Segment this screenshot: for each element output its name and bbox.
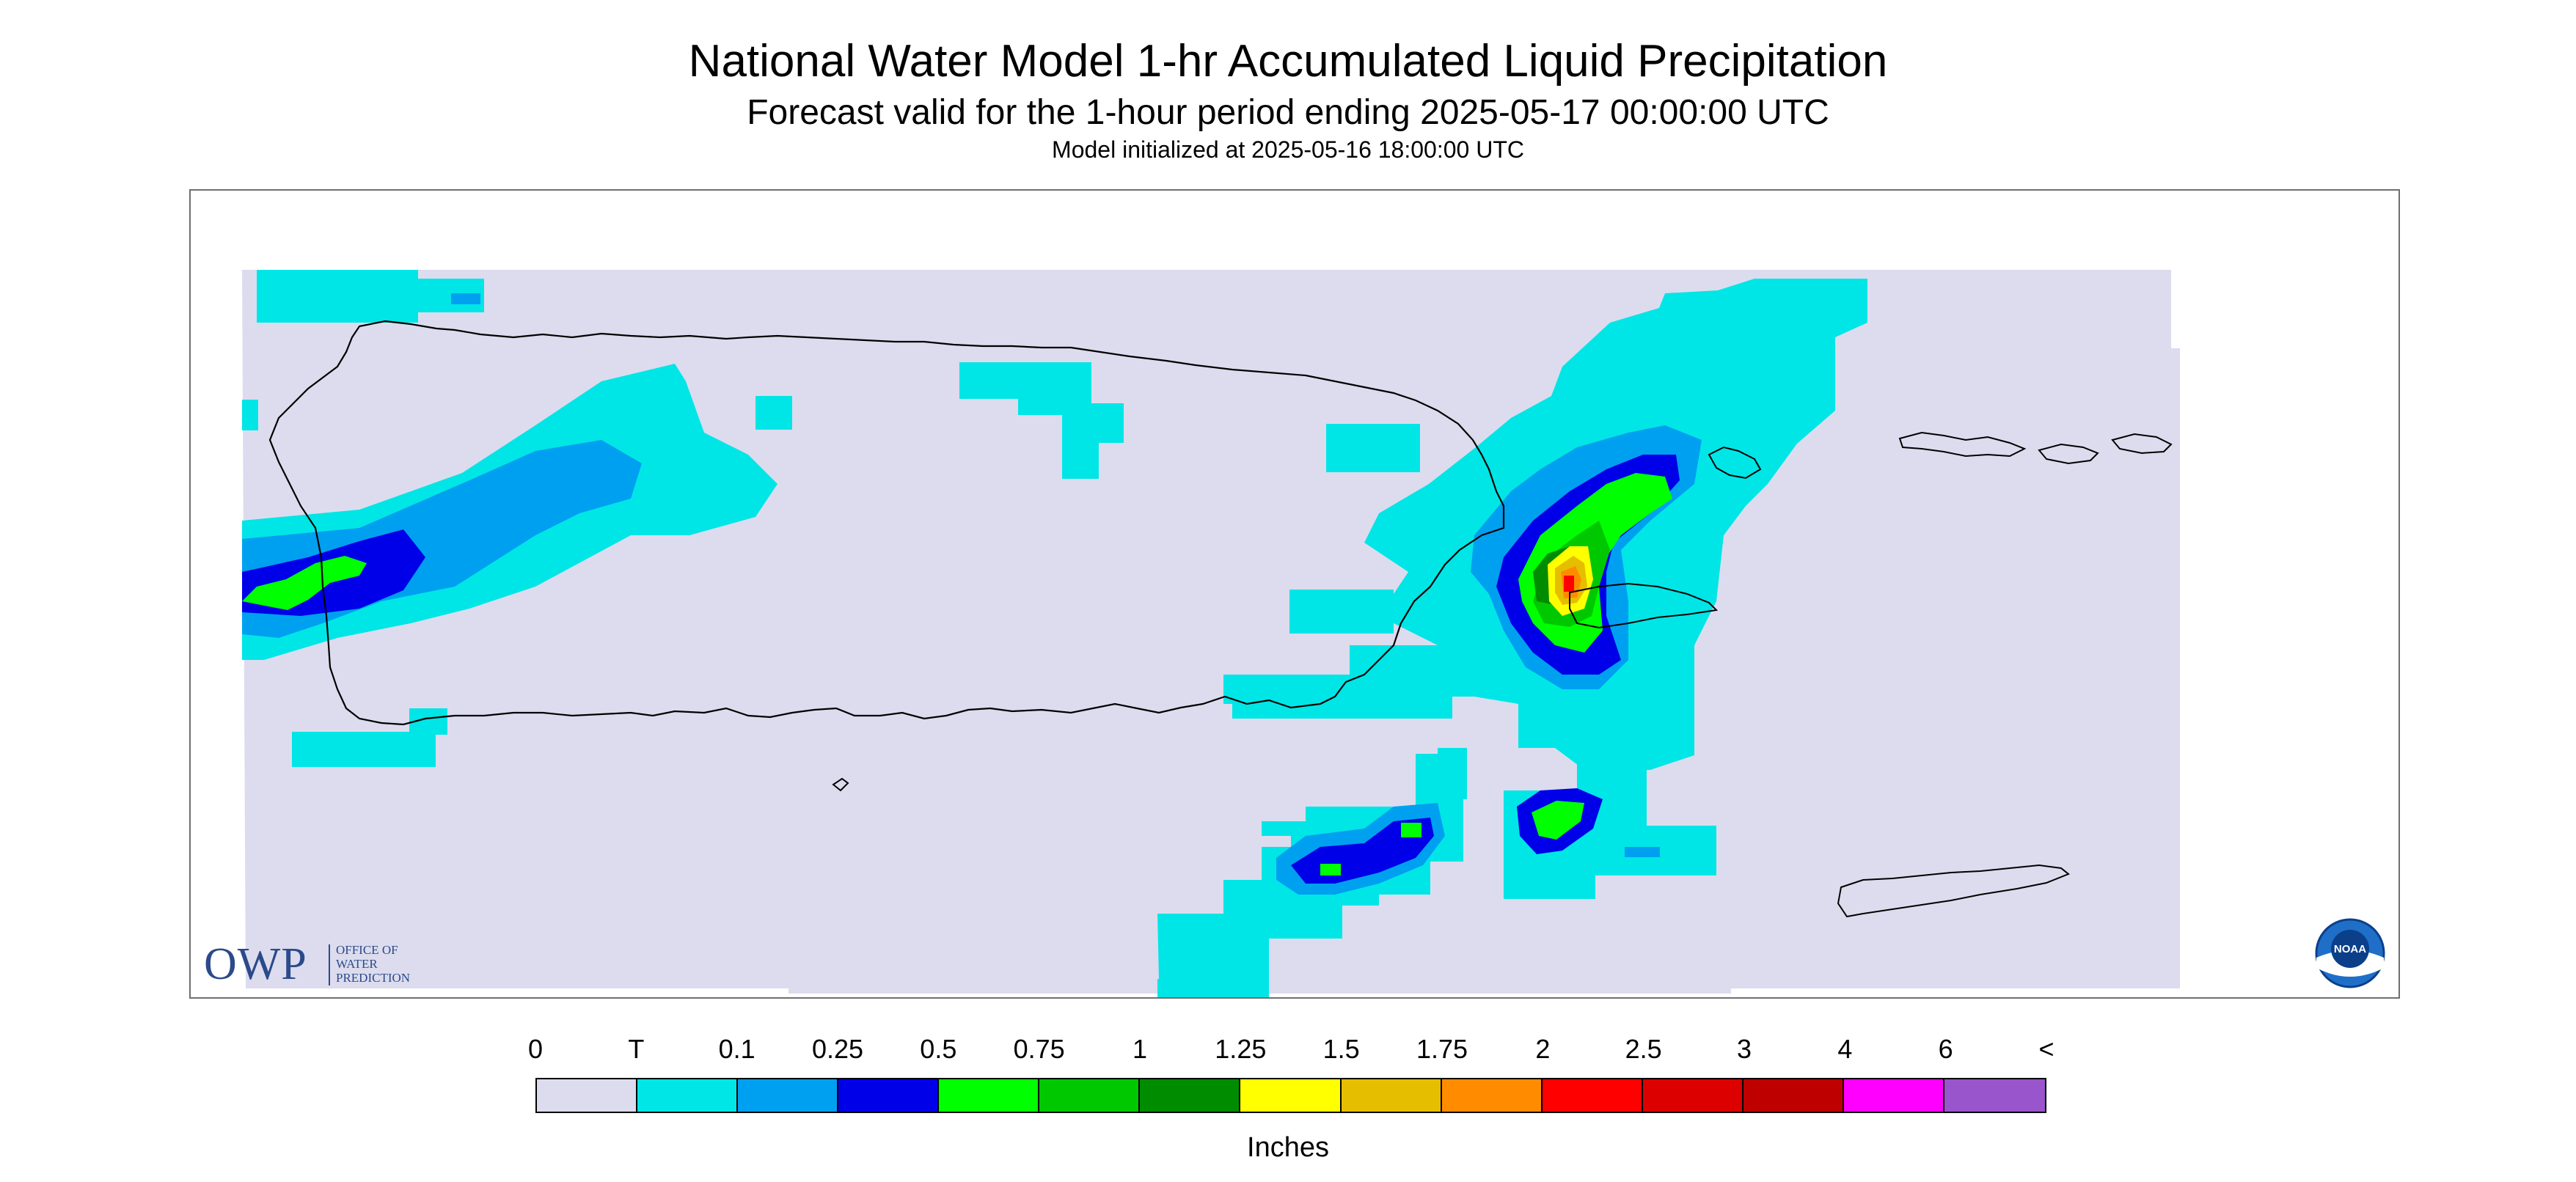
precipitation-map: OWP OFFICE OF WATER PREDICTION NOAA (204, 270, 2385, 997)
precip-west-cell (242, 400, 258, 430)
islet-outline (832, 777, 849, 792)
legend-swatch (738, 1079, 839, 1112)
legend-tick: 2.5 (1625, 1034, 1662, 1064)
legend-tick: 1.5 (1322, 1034, 1360, 1064)
legend-tick: 0.25 (811, 1034, 864, 1064)
legend-swatch (1039, 1079, 1141, 1112)
chart-subtitle: Forecast valid for the 1-hour period end… (747, 93, 1829, 132)
legend-swatch (1240, 1079, 1342, 1112)
legend-swatch (1341, 1079, 1442, 1112)
legend-tick: 2 (1535, 1034, 1551, 1064)
st-croix-outline (1837, 864, 2070, 918)
legend-swatch (1441, 1079, 1543, 1112)
model-init-line: Model initialized at 2025-05-16 18:00:00… (1052, 136, 1524, 163)
owp-logo-divider (329, 944, 330, 985)
precip-west-band (242, 364, 777, 660)
precip-north-cell (451, 293, 480, 304)
legend-swatch (637, 1079, 739, 1112)
legend-swatch (1542, 1079, 1643, 1112)
legend-tick: 0 (527, 1034, 544, 1064)
owp-logo: OWP OFFICE OF WATER PREDICTION (204, 940, 453, 991)
vieques-outline (1569, 582, 1719, 629)
legend-unit-label: Inches (1247, 1132, 1329, 1163)
precip-north-cell (1326, 424, 1420, 472)
legend-tick: 3 (1736, 1034, 1752, 1064)
legend-color-bar (535, 1078, 2046, 1113)
legend-tick: 1.75 (1416, 1034, 1468, 1064)
noaa-logo: NOAA (2315, 918, 2385, 988)
precip-east-heavy-cell (1364, 279, 1867, 770)
legend-tick: 1 (1132, 1034, 1148, 1064)
legend-swatch (1743, 1079, 1844, 1112)
legend-tick: 0.75 (1013, 1034, 1065, 1064)
owp-logo-letters: OWP (204, 939, 307, 989)
puerto-rico-outline (268, 320, 1505, 726)
legend-swatch (939, 1079, 1040, 1112)
chart-title: National Water Model 1-hr Accumulated Li… (688, 36, 1888, 87)
precip-north-cell (959, 362, 1124, 479)
tortola-outline (2111, 433, 2173, 455)
legend-tick: T (628, 1034, 645, 1064)
legend-swatch (1843, 1079, 1944, 1112)
st-john-outline (2038, 443, 2099, 465)
precip-central-cell (1223, 645, 1489, 719)
legend-swatch (1944, 1079, 2045, 1112)
noaa-logo-text: NOAA (2334, 943, 2366, 955)
st-thomas-outline (1898, 431, 2027, 458)
legend-swatch (537, 1079, 638, 1112)
legend-tick: 6 (1938, 1034, 1953, 1064)
precip-southwest-cell (292, 732, 436, 767)
legend-tick: < (2038, 1034, 2054, 1064)
precip-north-cell (755, 396, 792, 430)
legend-swatch (1140, 1079, 1241, 1112)
culebra-outline (1708, 446, 1762, 480)
legend-swatch (1642, 1079, 1743, 1112)
precip-southeast-cell (1504, 763, 1716, 899)
map-panel: OWP OFFICE OF WATER PREDICTION NOAA (189, 189, 2400, 999)
legend-tick: 4 (1837, 1034, 1853, 1064)
legend-tick: 1.25 (1215, 1034, 1267, 1064)
precip-central-cell (1289, 590, 1394, 634)
legend-swatch (838, 1079, 940, 1112)
precip-south-cell (1157, 748, 1467, 997)
legend-tick: 0.1 (718, 1034, 755, 1064)
legend-tick: 0.5 (920, 1034, 957, 1064)
precip-north-cell (257, 270, 418, 323)
owp-logo-text: OFFICE OF WATER PREDICTION (336, 943, 411, 985)
